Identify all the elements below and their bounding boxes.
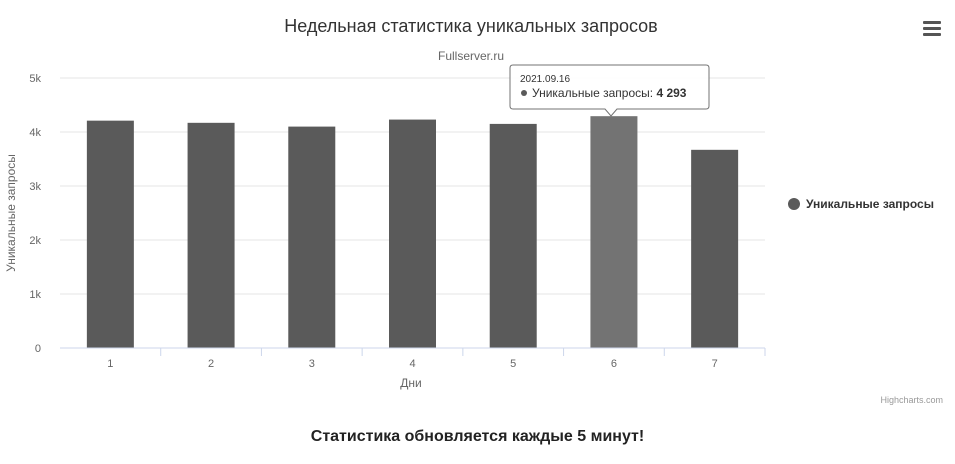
y-tick-label: 0 (35, 343, 41, 355)
y-tick-label: 5k (29, 73, 41, 85)
chart: Недельная статистика уникальных запросов… (4, 16, 943, 405)
bar-day-3[interactable] (288, 126, 336, 348)
chart-subtitle: Fullserver.ru (438, 49, 504, 63)
y-tick-label: 3k (29, 181, 41, 193)
menu-line (923, 21, 941, 24)
chart-title: Недельная статистика уникальных запросов (284, 16, 658, 36)
bar-day-2[interactable] (187, 122, 235, 348)
bar-day-4[interactable] (389, 119, 436, 348)
bars (86, 116, 739, 349)
tooltip-box (509, 64, 710, 117)
x-axis-title: Дни (400, 376, 421, 390)
legend[interactable]: Уникальные запросы (788, 197, 934, 211)
bar-day-6[interactable] (590, 116, 638, 348)
x-tick-label: 1 (107, 358, 113, 370)
x-tick-label: 6 (611, 358, 617, 370)
tooltip: 2021.09.16 Уникальные запросы: 4 293 (509, 64, 710, 117)
tooltip-text: Уникальные запросы: 4 293 (532, 86, 687, 100)
legend-label: Уникальные запросы (806, 197, 934, 211)
x-tick-label: 3 (309, 358, 315, 370)
credits[interactable]: Highcharts.com (880, 395, 943, 405)
y-tick-label: 1k (29, 289, 41, 301)
tooltip-label: Уникальные запросы: (532, 86, 653, 100)
tooltip-marker (521, 90, 527, 96)
update-notice: Статистика обновляется каждые 5 минут! (310, 428, 645, 445)
legend-marker (788, 198, 800, 210)
menu-line (923, 33, 941, 36)
bar-day-1[interactable] (86, 120, 134, 348)
y-axis-title: Уникальные запросы (4, 154, 18, 272)
y-tick-label: 4k (29, 127, 41, 139)
bar-day-5[interactable] (489, 123, 537, 349)
tooltip-value: 4 293 (656, 86, 686, 100)
x-tick-label: 5 (510, 358, 516, 370)
x-axis-ticks: 1 2 3 4 5 6 7 (107, 348, 766, 370)
hamburger-menu-icon[interactable] (918, 18, 946, 42)
x-tick-label: 4 (409, 358, 415, 370)
bar-day-7[interactable] (691, 149, 739, 348)
menu-line (923, 27, 941, 30)
tooltip-date: 2021.09.16 (520, 74, 570, 85)
y-tick-label: 2k (29, 235, 41, 247)
y-axis-ticks: 0 1k 2k 3k 4k 5k (29, 73, 41, 355)
x-tick-label: 2 (208, 358, 214, 370)
x-tick-label: 7 (712, 358, 718, 370)
